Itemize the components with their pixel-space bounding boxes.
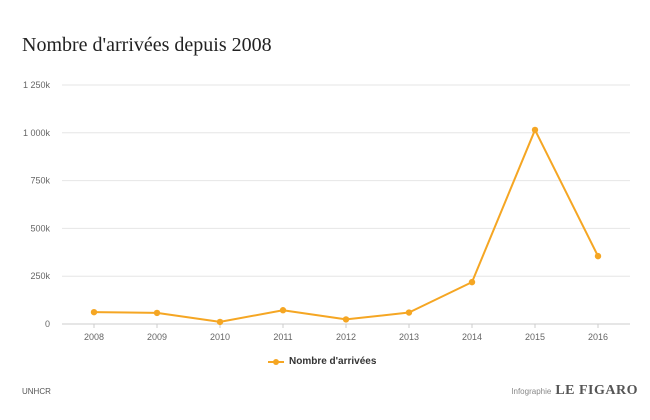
x-tick-label: 2016: [588, 332, 608, 342]
x-tick-label: 2013: [399, 332, 419, 342]
data-point[interactable]: [594, 252, 602, 260]
x-tick-label: 2012: [336, 332, 356, 342]
legend[interactable]: Nombre d'arrivées: [268, 356, 376, 367]
data-point[interactable]: [153, 309, 161, 317]
y-tick-label: 0: [45, 319, 50, 329]
y-tick-label: 250k: [30, 271, 50, 281]
legend-marker-icon: [268, 357, 284, 367]
credit-label: Infographie: [511, 387, 552, 396]
x-tick-label: 2011: [273, 332, 292, 342]
x-tick-label: 2014: [462, 332, 482, 342]
series-line: [93, 128, 599, 323]
y-tick-label: 750k: [30, 176, 50, 186]
data-point[interactable]: [216, 318, 224, 326]
data-point[interactable]: [531, 126, 539, 134]
data-point[interactable]: [90, 308, 98, 316]
le-figaro-logo: LE FIGARO: [555, 383, 638, 398]
chart-title: Nombre d'arrivées depuis 2008: [22, 34, 272, 56]
data-point[interactable]: [342, 316, 350, 323]
credit: Infographie LE FIGARO: [511, 383, 638, 399]
legend-label: Nombre d'arrivées: [289, 356, 377, 367]
gridlines: [62, 84, 630, 325]
x-tick-label: 2015: [525, 332, 545, 342]
data-point[interactable]: [468, 278, 476, 286]
y-tick-label: 500k: [30, 223, 50, 233]
data-point[interactable]: [279, 307, 287, 314]
x-tick-label: 2008: [84, 332, 104, 342]
series-layer: [90, 126, 602, 326]
x-tick-label: 2010: [210, 332, 230, 342]
data-point[interactable]: [405, 309, 413, 316]
source-label: UNHCR: [22, 387, 51, 396]
y-tick-label: 1 000k: [23, 128, 51, 138]
y-tick-label: 1 250k: [23, 80, 51, 90]
x-axis-tick-labels: 2008 2009 2010 2011 2012 2013 2014 2015 2016: [84, 324, 608, 342]
y-axis-tick-labels: 0 250k 500k 750k 1 000k 1 250k: [23, 80, 51, 329]
x-tick-label: 2009: [147, 332, 167, 342]
